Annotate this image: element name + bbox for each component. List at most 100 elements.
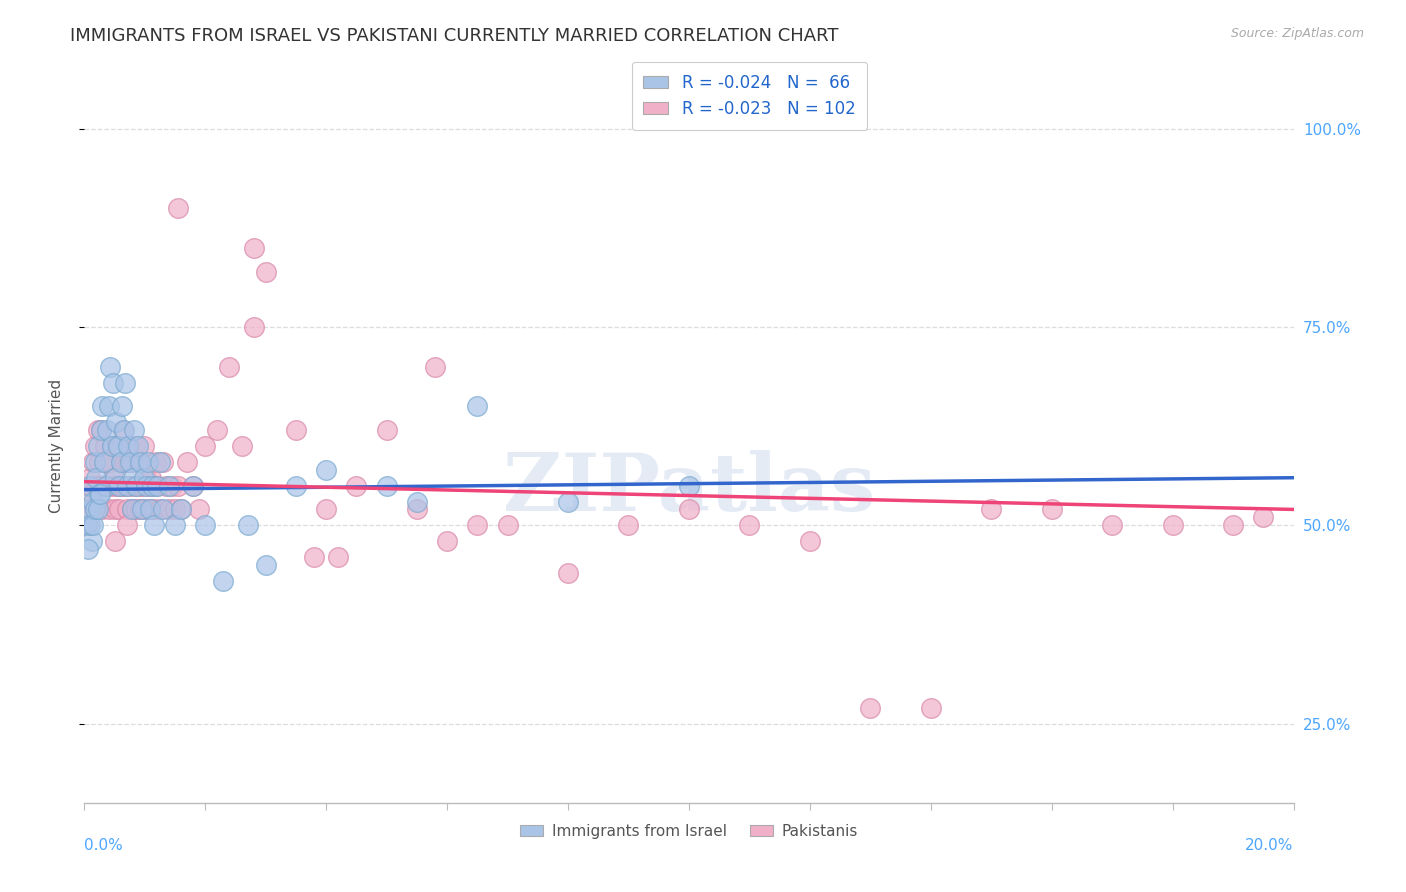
Point xyxy=(121,455,143,469)
Point xyxy=(86,439,108,453)
Point xyxy=(104,534,127,549)
Point xyxy=(285,423,308,437)
Point xyxy=(111,478,134,492)
Point xyxy=(97,502,120,516)
Point xyxy=(980,502,1002,516)
Point xyxy=(107,478,129,492)
Point xyxy=(302,549,325,564)
Point xyxy=(129,502,152,516)
Point xyxy=(86,423,108,437)
Point xyxy=(406,494,429,508)
Point xyxy=(799,534,821,549)
Point xyxy=(131,478,153,492)
Point xyxy=(101,439,124,453)
Point xyxy=(132,439,155,453)
Point xyxy=(100,478,122,492)
Point xyxy=(142,502,165,516)
Point xyxy=(121,502,143,516)
Point xyxy=(82,455,104,469)
Point xyxy=(127,455,149,469)
Legend: Immigrants from Israel, Pakistanis: Immigrants from Israel, Pakistanis xyxy=(513,818,865,845)
Point xyxy=(117,455,139,469)
Point xyxy=(125,478,148,492)
Point xyxy=(89,478,111,492)
Point xyxy=(111,400,134,414)
Point xyxy=(117,439,139,453)
Point xyxy=(176,455,198,469)
Point xyxy=(152,502,174,516)
Point xyxy=(86,478,108,492)
Point xyxy=(170,502,193,516)
Point xyxy=(89,486,111,500)
Point xyxy=(121,502,143,516)
Point xyxy=(105,439,128,453)
Point xyxy=(157,502,180,516)
Point xyxy=(103,471,125,485)
Point xyxy=(112,423,135,437)
Point xyxy=(254,264,277,278)
Point xyxy=(108,478,131,492)
Point xyxy=(134,502,156,516)
Point xyxy=(80,486,103,500)
Point xyxy=(346,478,368,492)
Point xyxy=(114,455,136,469)
Point xyxy=(194,518,217,533)
Point xyxy=(94,439,117,453)
Point xyxy=(859,700,882,714)
Point xyxy=(375,423,398,437)
Point xyxy=(207,423,229,437)
Point xyxy=(110,455,132,469)
Point xyxy=(375,478,398,492)
Point xyxy=(678,502,700,516)
Point xyxy=(136,455,159,469)
Point xyxy=(83,502,105,516)
Point xyxy=(557,566,579,580)
Point xyxy=(90,423,112,437)
Point xyxy=(165,518,187,533)
Point xyxy=(1253,510,1275,524)
Point xyxy=(98,359,121,374)
Point xyxy=(141,478,163,492)
Point xyxy=(135,478,157,492)
Point xyxy=(118,455,141,469)
Point xyxy=(231,439,253,453)
Point xyxy=(96,423,118,437)
Point xyxy=(678,478,700,492)
Point xyxy=(617,518,640,533)
Point xyxy=(84,455,107,469)
Point xyxy=(146,478,169,492)
Point xyxy=(103,376,125,390)
Point xyxy=(96,455,118,469)
Point xyxy=(112,478,135,492)
Point xyxy=(93,455,115,469)
Point xyxy=(79,471,101,485)
Point xyxy=(115,478,138,492)
Point xyxy=(112,423,135,437)
Point xyxy=(138,502,160,516)
Point xyxy=(77,502,100,516)
Point xyxy=(77,502,100,516)
Point xyxy=(165,502,187,516)
Text: Source: ZipAtlas.com: Source: ZipAtlas.com xyxy=(1230,27,1364,40)
Point xyxy=(328,549,350,564)
Point xyxy=(149,455,172,469)
Point xyxy=(121,471,143,485)
Point xyxy=(84,439,107,453)
Point xyxy=(145,455,167,469)
Point xyxy=(86,471,108,485)
Point xyxy=(152,455,174,469)
Point xyxy=(188,502,211,516)
Point xyxy=(135,471,157,485)
Point xyxy=(1222,518,1244,533)
Point xyxy=(406,502,429,516)
Point xyxy=(467,518,489,533)
Point xyxy=(76,518,98,533)
Point xyxy=(181,478,204,492)
Point xyxy=(423,359,446,374)
Point xyxy=(436,534,458,549)
Point xyxy=(127,439,149,453)
Point xyxy=(83,502,105,516)
Point xyxy=(131,502,153,516)
Point xyxy=(82,494,104,508)
Point xyxy=(104,502,127,516)
